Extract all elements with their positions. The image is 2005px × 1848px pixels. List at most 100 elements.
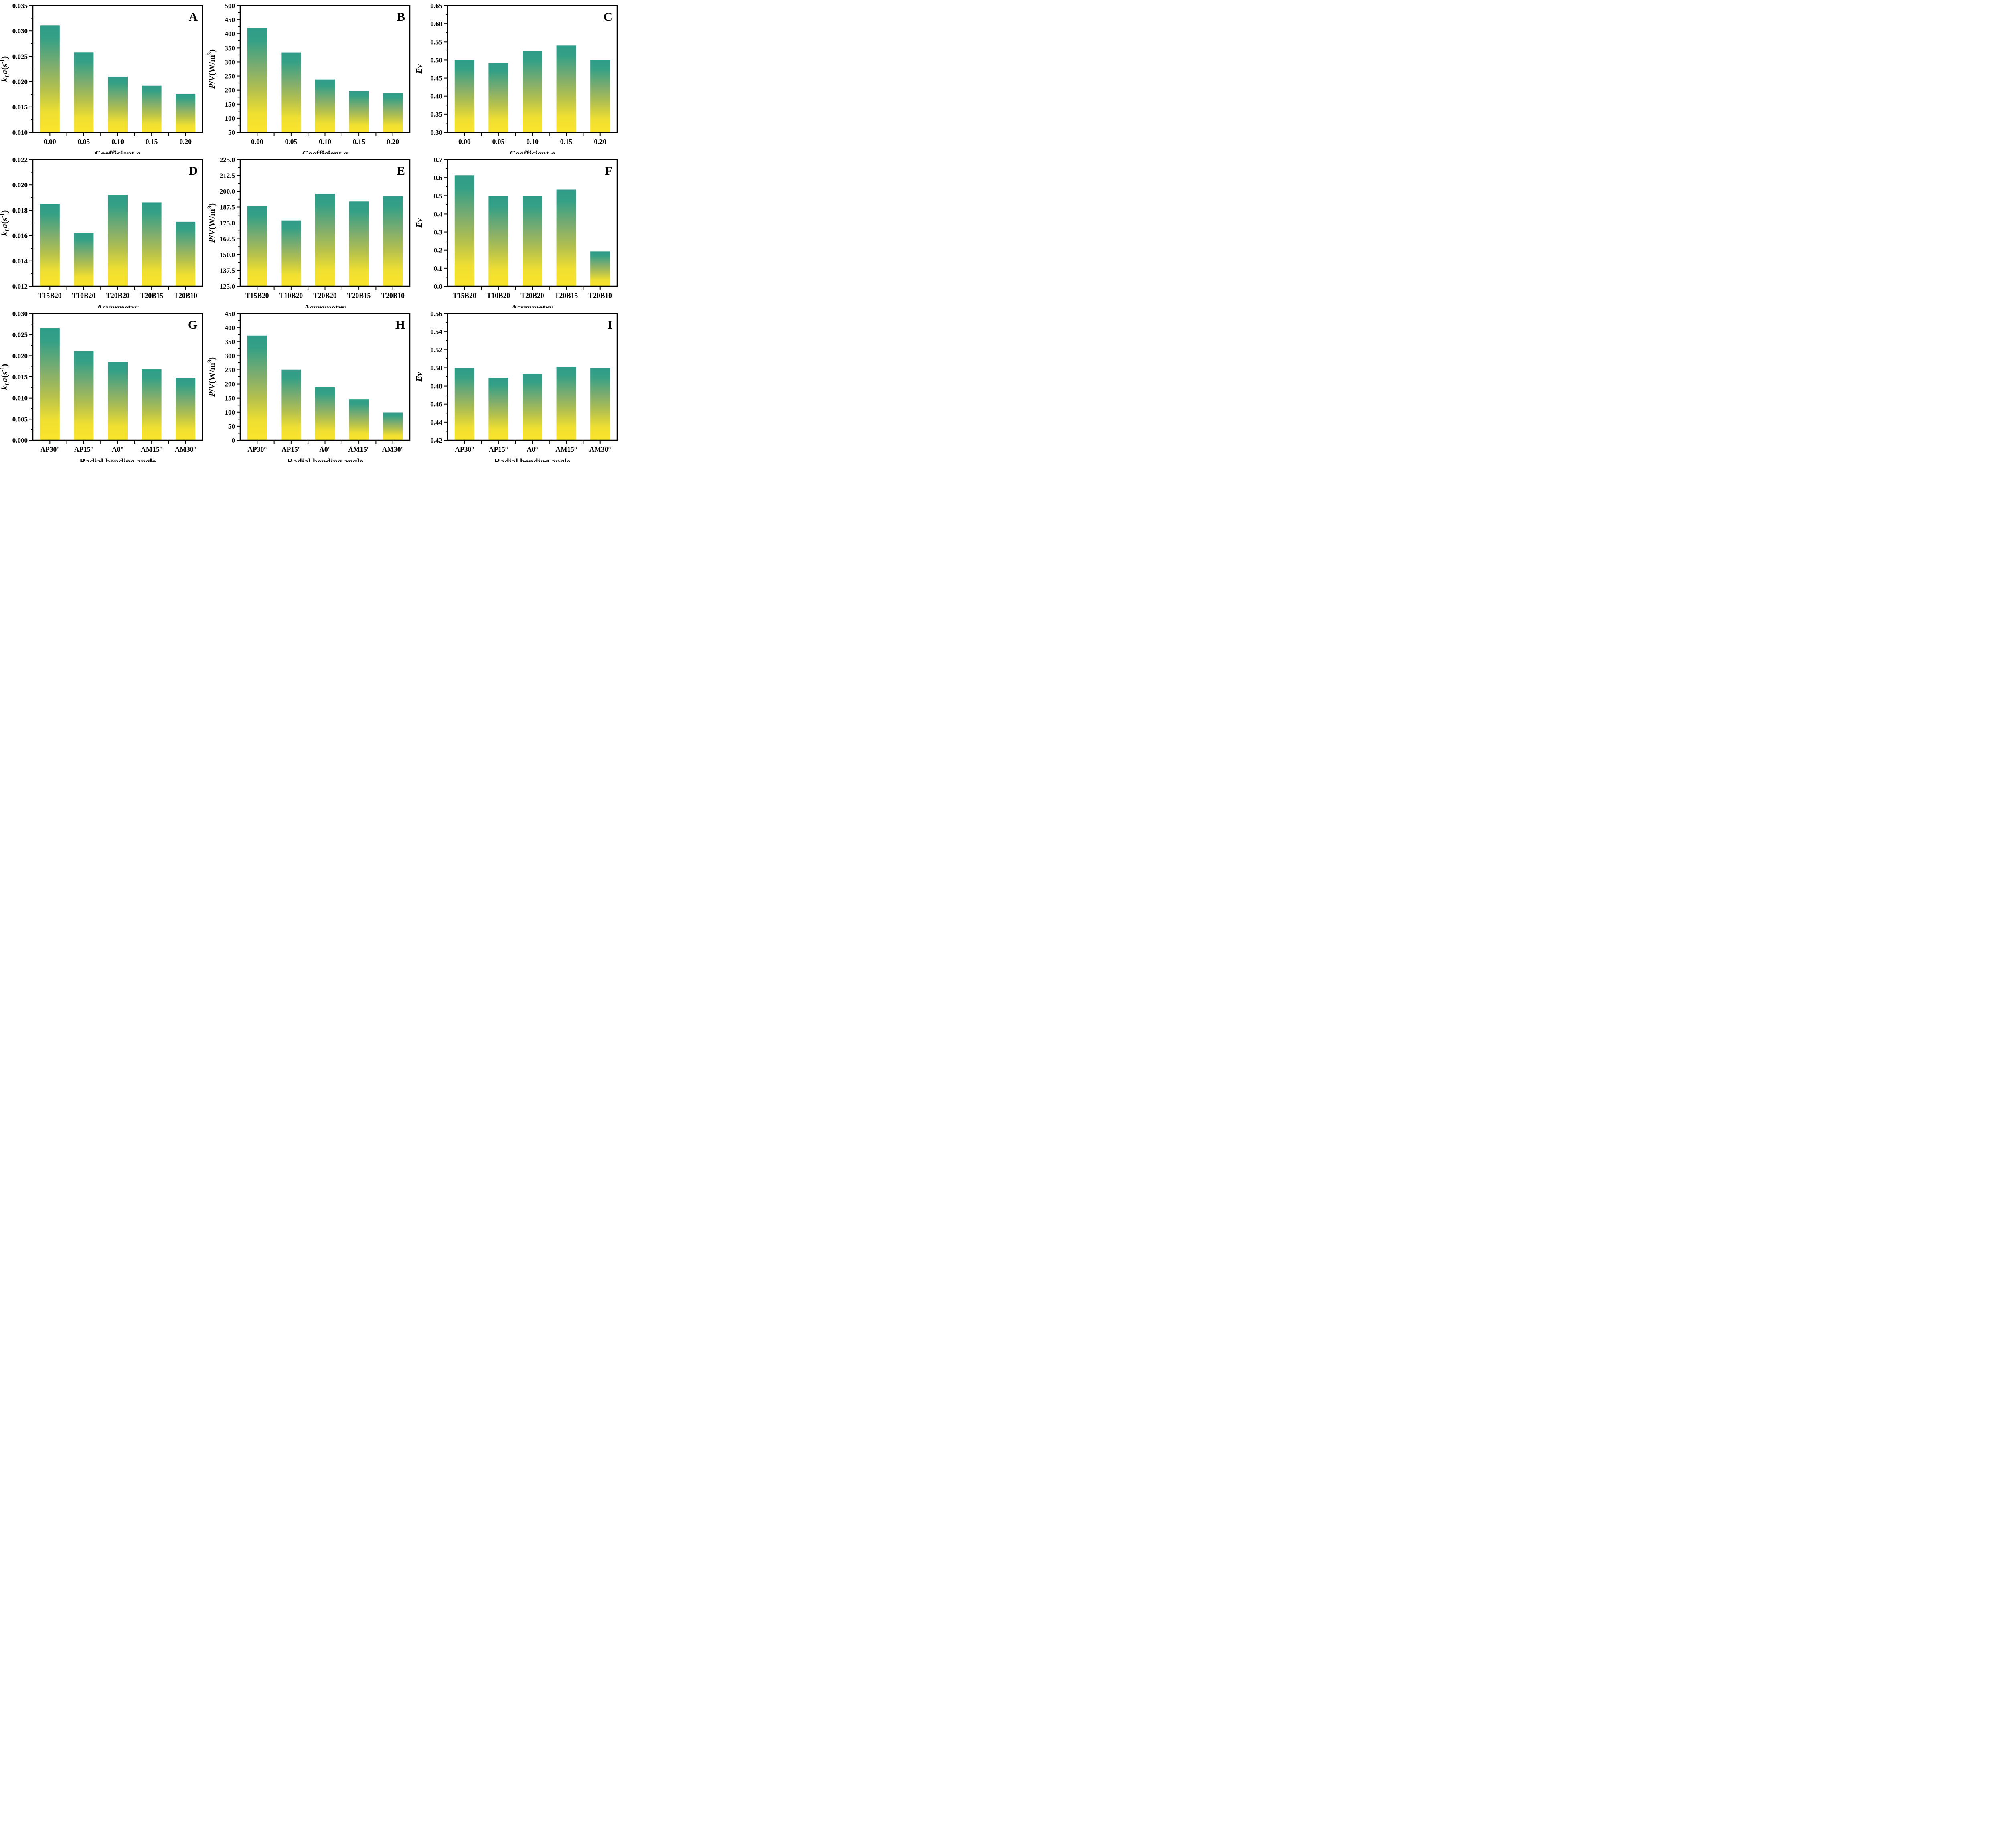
- x-tick-label: 0.20: [179, 138, 192, 146]
- panel-i-chart: 0.42 0.44 0.46 0.48 0.50 0.52 0.54 0.56 AP30° AP1…: [415, 308, 622, 462]
- y-tick-label: 0: [232, 437, 235, 444]
- x-tick-label: T20B10: [381, 291, 405, 300]
- bar-AM30°: [176, 378, 196, 440]
- x-tick-label: AM30°: [382, 445, 404, 453]
- y-tick-label: 50: [228, 129, 235, 136]
- x-tick-label: T10B20: [487, 291, 510, 300]
- bar-0.15: [349, 91, 369, 132]
- bar-AP30°: [40, 328, 60, 440]
- y-tick-label: 0.000: [12, 437, 28, 444]
- y-axis-title: Ev: [415, 372, 424, 382]
- panel-a-chart: 0.010 0.015 0.020 0.025 0.030 0.035 0.00 0.05 0.…: [0, 0, 207, 154]
- x-axis-title: Asymmetry: [97, 303, 139, 308]
- bar-0.15: [556, 45, 576, 132]
- x-tick-label: T15B20: [453, 291, 476, 300]
- y-axis-title: Ev: [415, 218, 424, 228]
- y-tick-label: 0.46: [430, 401, 442, 408]
- plot-spines: [239, 5, 411, 133]
- y-tick-label: 200: [225, 87, 235, 94]
- y-tick-label: 0.030: [12, 310, 28, 318]
- bar-AM30°: [383, 412, 403, 440]
- bar-0.00: [247, 28, 267, 132]
- x-axis-title: Radial bending angle: [494, 457, 570, 462]
- bar-0.15: [142, 85, 162, 132]
- y-tick-label: 350: [225, 44, 235, 52]
- y-tick-label: 450: [225, 16, 235, 24]
- x-tick-label: AM15°: [348, 445, 370, 453]
- y-tick-label: 0.56: [430, 310, 442, 318]
- chart-svg-c: 0.30 0.35 0.40 0.45 0.50 0.55 0.60 0.65 0.00 0.05…: [415, 2, 618, 154]
- plot-spines: [447, 313, 618, 441]
- y-tick-label: 0.52: [430, 346, 442, 354]
- y-tick-label: 0.025: [12, 331, 28, 339]
- x-tick-label: AP15°: [489, 445, 508, 453]
- x-tick-label: A0°: [527, 445, 538, 453]
- axis-ticks: [444, 5, 601, 136]
- y-tick-label: 0.3: [434, 229, 442, 236]
- y-tick-label: 200: [225, 381, 235, 388]
- x-tick-label: T15B20: [38, 291, 62, 300]
- y-tick-label: 0.010: [12, 129, 28, 136]
- x-axis-title: Asymmetry: [511, 303, 553, 308]
- x-axis-title: Coefficient a: [510, 149, 555, 154]
- x-tick-label: AM15°: [141, 445, 162, 453]
- y-tick-label: 225.0: [220, 156, 235, 164]
- y-axis-title: P/V(W/m3): [207, 203, 217, 243]
- panel-letter-b: B: [397, 10, 405, 24]
- y-tick-label: 350: [225, 338, 235, 346]
- x-tick-label: T10B20: [72, 291, 96, 300]
- bar-T20B15: [142, 202, 162, 286]
- x-tick-label: A0°: [319, 445, 330, 453]
- bar-AP15°: [281, 369, 301, 440]
- plot-spines: [239, 159, 411, 287]
- bar-A0°: [107, 362, 128, 440]
- x-tick-label: T20B15: [555, 291, 578, 300]
- y-axis-title: Ev: [415, 64, 424, 74]
- bar-0.20: [590, 60, 610, 132]
- bar-0.10: [107, 76, 128, 132]
- y-tick-label: 150: [225, 395, 235, 402]
- y-tick-label: 0.48: [430, 383, 442, 390]
- x-tick-label: AP30°: [40, 445, 59, 453]
- plot-spines: [447, 159, 618, 287]
- bar-AM30°: [590, 368, 610, 440]
- bar-T20B20: [107, 195, 128, 286]
- y-tick-label: 0.015: [12, 103, 28, 111]
- chart-svg-e: 125.0 137.5 150.0 162.5 175.0 187.5 200.0 212.5…: [207, 156, 411, 308]
- bar-AM15°: [349, 399, 369, 440]
- y-tick-label: 100: [225, 115, 235, 122]
- y-tick-label: 450: [225, 310, 235, 318]
- x-tick-label: AP30°: [247, 445, 267, 453]
- chart-svg-d: 0.012 0.014 0.016 0.018 0.020 0.022 T15B20 T10B…: [0, 156, 203, 308]
- y-tick-label: 125.0: [220, 283, 235, 290]
- y-tick-label: 0.40: [430, 93, 442, 100]
- bar-0.00: [40, 25, 60, 133]
- bar-AP30°: [454, 368, 474, 440]
- y-tick-label: 0.4: [434, 210, 443, 218]
- plot-spines: [32, 5, 203, 133]
- chart-svg-b: 50 100 150 200 250 300 350 400 450 500 0.00 0.05 0.1…: [207, 2, 411, 154]
- x-tick-label: T15B20: [245, 291, 269, 300]
- bar-0.20: [176, 93, 196, 132]
- x-tick-label: 0.10: [319, 138, 331, 146]
- x-tick-label: 0.05: [78, 138, 90, 146]
- x-tick-label: T20B20: [106, 291, 130, 300]
- panel-letter-h: H: [395, 318, 405, 332]
- panel-letter-g: G: [188, 318, 198, 332]
- x-tick-label: T20B15: [140, 291, 164, 300]
- x-tick-label: 0.20: [594, 138, 606, 146]
- bar-A0°: [522, 374, 543, 440]
- chart-svg-f: 0.0 0.1 0.2 0.3 0.4 0.5 0.6 0.7 T15B20 T10B20 T20B…: [415, 156, 618, 308]
- y-tick-label: 0.30: [430, 129, 442, 136]
- chart-svg-a: 0.010 0.015 0.020 0.025 0.030 0.035 0.00 0.05 0.…: [0, 2, 203, 154]
- y-tick-label: 187.5: [220, 204, 235, 211]
- y-tick-label: 0.0: [434, 283, 442, 290]
- y-tick-label: 0.50: [430, 56, 442, 64]
- x-axis-title: Radial bending angle: [287, 457, 363, 462]
- y-tick-label: 0.55: [430, 38, 442, 46]
- y-tick-label: 250: [225, 73, 235, 80]
- plot-spines: [239, 313, 411, 441]
- x-tick-label: T20B20: [313, 291, 337, 300]
- y-tick-label: 0.014: [12, 257, 28, 265]
- panel-letter-e: E: [397, 164, 405, 178]
